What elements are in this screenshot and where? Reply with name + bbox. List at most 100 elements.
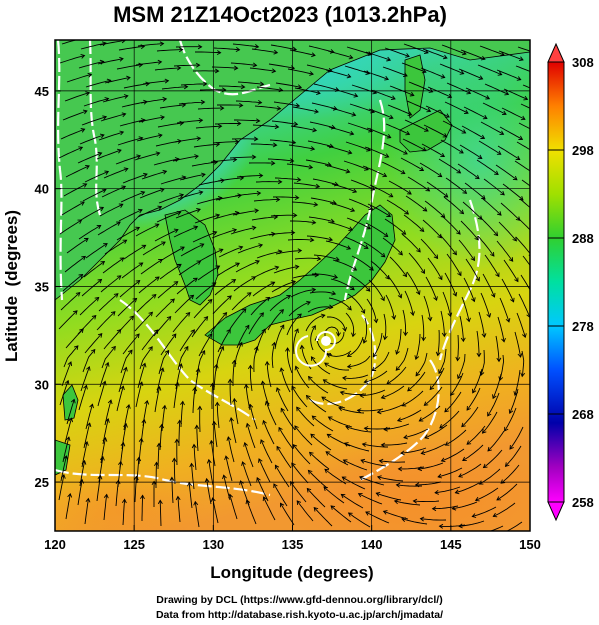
streamline xyxy=(191,463,195,490)
streamline xyxy=(173,458,176,485)
streamline xyxy=(179,329,195,352)
streamline xyxy=(500,464,520,484)
streamline xyxy=(362,443,388,448)
streamline xyxy=(459,315,464,342)
streamline-arrowhead xyxy=(434,489,439,495)
streamline-arrowhead xyxy=(426,107,432,113)
taiwan xyxy=(62,384,79,421)
streamline-arrowhead xyxy=(171,457,177,463)
streamline-arrowhead xyxy=(343,442,349,447)
streamline-arrowhead xyxy=(251,154,257,160)
streamline xyxy=(424,200,445,218)
streamline-arrowhead xyxy=(310,356,316,361)
streamline xyxy=(175,363,182,390)
streamline-arrowhead xyxy=(352,266,358,271)
streamline-arrowhead xyxy=(508,257,514,262)
streamline xyxy=(136,134,162,142)
streamline-arrowhead xyxy=(331,290,337,296)
streamline-arrowhead xyxy=(348,226,354,231)
streamline-arrowhead xyxy=(75,292,81,297)
streamline xyxy=(401,518,428,525)
streamline-arrowhead xyxy=(293,121,299,127)
streamline xyxy=(290,220,316,224)
streamline xyxy=(381,161,406,174)
streamline-arrowhead xyxy=(384,75,390,81)
streamline xyxy=(154,386,161,413)
streamline xyxy=(58,310,78,330)
streamline xyxy=(441,44,467,55)
streamline-arrowhead xyxy=(159,41,165,47)
streamline xyxy=(341,494,364,509)
streamline xyxy=(292,106,319,113)
streamline-arrowhead xyxy=(487,446,492,452)
streamline xyxy=(308,216,335,223)
streamline xyxy=(442,291,452,317)
streamline xyxy=(269,295,291,312)
streamline xyxy=(290,481,307,503)
streamline-arrowhead xyxy=(219,345,225,351)
streamline xyxy=(459,144,483,159)
streamline-arrowhead xyxy=(191,443,197,449)
chart-title: MSM 21Z14Oct2023 (1013.2hPa) xyxy=(113,2,447,27)
streamline-arrowhead xyxy=(177,419,182,425)
streamline xyxy=(251,216,278,221)
streamline xyxy=(402,138,427,152)
streamline-arrowhead xyxy=(235,47,241,53)
x-tick-label: 150 xyxy=(519,537,541,552)
streamline-arrowhead xyxy=(271,68,277,74)
streamline xyxy=(195,125,222,129)
streamline-arrowhead xyxy=(310,146,316,151)
streamline xyxy=(61,361,72,387)
streamline xyxy=(79,297,99,316)
streamline xyxy=(500,202,521,221)
streamline-arrowhead xyxy=(135,226,141,232)
streamline xyxy=(420,67,445,79)
streamline-arrowhead xyxy=(260,380,266,386)
streamline xyxy=(100,275,122,293)
streamline xyxy=(235,260,260,273)
streamline-arrowhead xyxy=(175,495,181,501)
streamline xyxy=(465,258,480,282)
streamline xyxy=(402,309,407,336)
streamline-arrowhead xyxy=(328,236,334,242)
streamline xyxy=(308,376,329,394)
streamline xyxy=(156,49,183,52)
streamline xyxy=(377,404,403,413)
streamline xyxy=(425,276,438,301)
streamline-arrowhead xyxy=(405,130,411,136)
streamline xyxy=(229,156,256,159)
streamline-arrowhead xyxy=(330,124,336,130)
streamline-arrowhead xyxy=(184,345,189,351)
streamline-arrowhead xyxy=(410,311,415,317)
streamline-arrowhead xyxy=(68,417,74,423)
streamline-arrowhead xyxy=(386,56,392,62)
streamline xyxy=(483,449,503,468)
streamline-arrowhead xyxy=(477,154,483,159)
streamline xyxy=(487,430,505,452)
streamline-arrowhead xyxy=(501,337,506,343)
streamline-arrowhead xyxy=(157,205,163,211)
streamline-arrowhead xyxy=(160,115,165,120)
streamline xyxy=(499,126,523,140)
streamline xyxy=(78,225,101,240)
streamline xyxy=(466,425,486,445)
streamline-arrowhead xyxy=(501,110,507,116)
streamline-arrowhead xyxy=(86,365,91,371)
streamline xyxy=(249,404,258,430)
streamline xyxy=(348,198,373,210)
streamline xyxy=(463,106,488,119)
streamline xyxy=(120,349,133,374)
streamline xyxy=(323,379,348,390)
streamline xyxy=(160,176,186,185)
streamline-arrowhead xyxy=(486,313,492,318)
streamline xyxy=(293,182,320,188)
streamline-arrowhead xyxy=(346,73,352,79)
streamline xyxy=(520,274,530,291)
streamline xyxy=(80,366,90,392)
streamline xyxy=(332,88,358,97)
streamline-arrowhead xyxy=(382,172,388,178)
streamline-arrowhead xyxy=(461,422,466,428)
streamline xyxy=(493,502,516,517)
streamline xyxy=(364,146,389,158)
streamline xyxy=(177,191,203,200)
